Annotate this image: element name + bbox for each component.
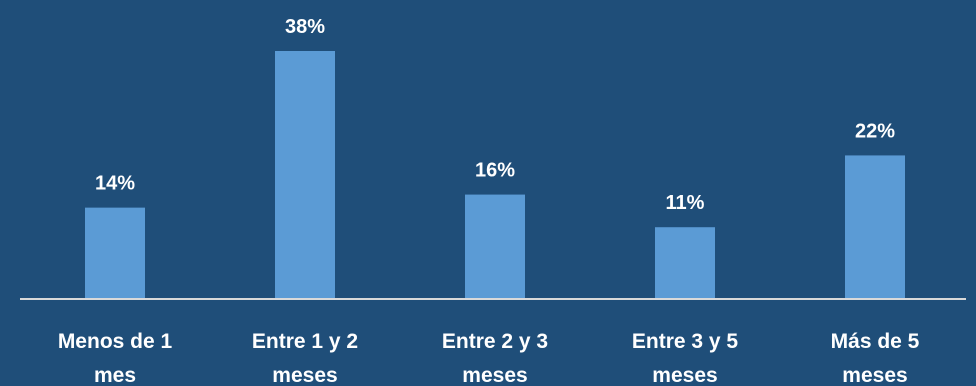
- x-tick-label: Menos de 1 mes: [58, 330, 173, 386]
- data-label: 22%: [855, 120, 895, 142]
- value-labels-layer: 14% 38% 16% 11% 22%: [95, 16, 895, 214]
- bar: [655, 227, 715, 299]
- data-label: 16%: [475, 160, 515, 182]
- x-tick-label: Entre 3 y 5 meses: [632, 330, 739, 386]
- x-tick-label-line: meses: [462, 364, 527, 386]
- x-tick-label-line: Entre 3 y 5: [632, 330, 739, 353]
- bar: [85, 207, 145, 299]
- x-tick-label-line: meses: [652, 364, 717, 386]
- bar: [845, 155, 905, 299]
- x-tick-label: Entre 1 y 2 meses: [252, 330, 358, 386]
- data-label: 14%: [95, 173, 135, 195]
- x-tick-label: Más de 5 meses: [831, 330, 920, 386]
- bar: [465, 194, 525, 299]
- x-tick-label-line: Menos de 1: [58, 330, 173, 353]
- x-tick-label-line: mes: [94, 364, 136, 386]
- bars-layer: [85, 51, 905, 299]
- x-tick-label: Entre 2 y 3 meses: [442, 330, 548, 386]
- x-tick-label-line: Entre 2 y 3: [442, 330, 548, 353]
- data-label: 11%: [666, 192, 705, 214]
- bar: [275, 51, 335, 299]
- x-tick-label-line: Más de 5: [831, 330, 920, 353]
- data-label: 38%: [285, 16, 325, 38]
- x-tick-label-line: Entre 1 y 2: [252, 330, 358, 353]
- x-tick-label-line: meses: [272, 364, 337, 386]
- x-tick-label-line: meses: [842, 364, 907, 386]
